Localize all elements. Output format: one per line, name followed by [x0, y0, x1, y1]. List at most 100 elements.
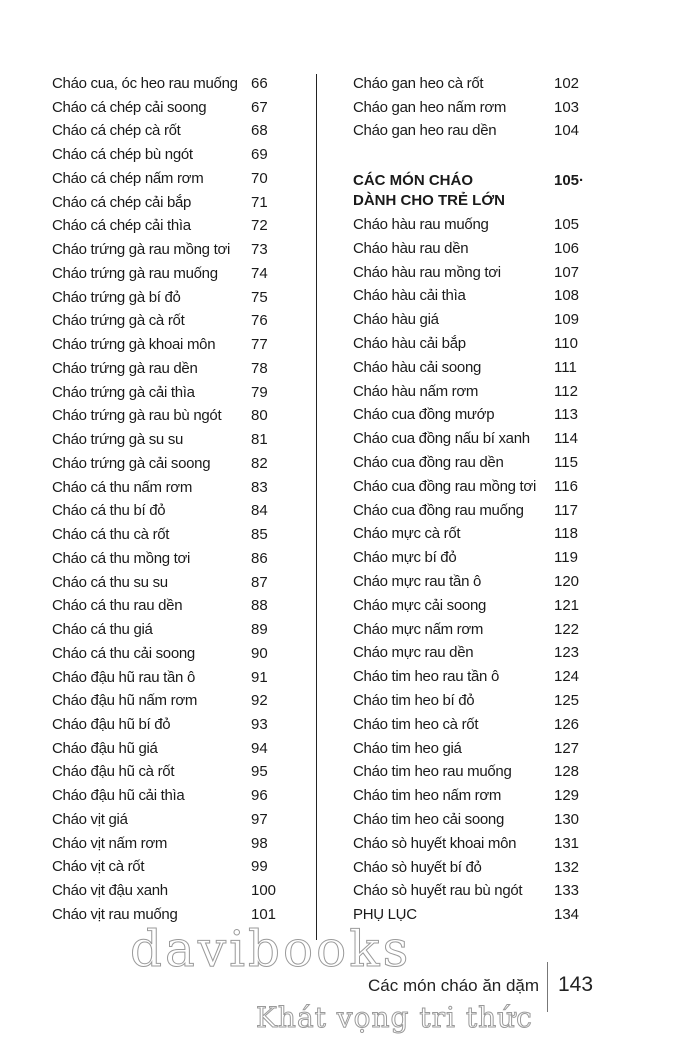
toc-entry-page: 125	[554, 692, 580, 709]
toc-entry-page: 114	[554, 430, 578, 448]
toc-entry-title: Cháo trứng gà cải thìa	[52, 383, 195, 401]
toc-entry-title: Cháo hàu rau mồng tơi	[353, 263, 501, 281]
toc-entry-title: Cháo đậu hũ bí đỏ	[52, 715, 171, 733]
toc-entry-page: 94	[251, 739, 268, 757]
toc-entry-page: 93	[251, 715, 268, 733]
toc-entry-title: PHỤ LỤC	[353, 906, 417, 924]
toc-entry-title: Cháo đậu hũ rau tần ô	[52, 668, 195, 686]
toc-entry-page: 107	[554, 263, 580, 281]
toc-entry-page: 117	[554, 501, 578, 519]
toc-entry-page: 121	[554, 596, 580, 614]
toc-entry-title: Cháo trứng gà bí đỏ	[52, 288, 181, 306]
toc-entry-page: 91	[251, 668, 268, 686]
toc-entry-page: 111	[554, 358, 577, 376]
toc-entry-title: Cháo vịt giá	[52, 810, 128, 828]
toc-entry-title: Cháo đậu hũ cà rốt	[52, 763, 175, 781]
toc-entry-title: Cháo hàu nấm rơm	[353, 382, 479, 400]
toc-entry-page: 133	[554, 882, 580, 900]
toc-entry-page: 84	[251, 502, 268, 520]
toc-entry-page: 66	[251, 75, 268, 92]
toc-entry-page: 129	[554, 787, 580, 805]
toc-entry-title: Cháo mực cải soong	[353, 596, 487, 614]
toc-entry-page: 123	[554, 644, 580, 662]
toc-entry-title: Cháo cua, óc heo rau muống	[52, 75, 238, 92]
toc-entry-title: Cháo mực rau tần ô	[353, 573, 482, 590]
toc-entry-page: 67	[251, 98, 268, 116]
toc-entry-page: 104	[554, 122, 580, 140]
toc-entry-title: Cháo gan heo rau dền	[353, 122, 497, 140]
watermark-slogan: Khát vọng tri thức	[256, 1001, 533, 1034]
footer-divider	[547, 962, 548, 1012]
toc-entry-page: 120	[554, 573, 580, 590]
toc-entry-page: 83	[251, 478, 268, 496]
toc-entry-title: Cháo cá thu mồng tơi	[52, 549, 191, 567]
toc-entry-page: 82	[251, 454, 268, 472]
toc-entry-title: Cháo cá chép cải bắp	[52, 193, 192, 211]
toc-entry-page: 118	[554, 525, 578, 543]
toc-entry-title: Cháo cá chép nấm rơm	[52, 169, 204, 187]
toc-entry-page: 126	[554, 715, 580, 733]
toc-entry-title: Cháo cá chép cà rốt	[52, 122, 181, 140]
toc-entry-title: Cháo cua đồng nấu bí xanh	[353, 430, 530, 448]
toc-entry-page: 96	[251, 787, 268, 805]
column-divider	[316, 74, 317, 940]
toc-entry-title: Cháo hàu cải thìa	[353, 287, 466, 305]
toc-entry-page: 109	[554, 311, 580, 329]
toc-entry-page: 80	[251, 407, 268, 425]
toc-entry-title: Cháo trứng gà rau muống	[52, 264, 218, 282]
toc-entry-title: Cháo tim heo cải soong	[353, 811, 504, 828]
toc-entry-page: 88	[251, 597, 268, 615]
toc-entry-page: 115	[554, 454, 578, 471]
watermark-logo: davibooks	[129, 920, 412, 978]
toc-entry-title: Cháo tim heo bí đỏ	[353, 692, 475, 709]
toc-entry-title: Cháo mực cà rốt	[353, 525, 461, 543]
toc-entry-title: Cháo cá thu giá	[52, 621, 153, 639]
toc-entry-title: Cháo trứng gà su su	[52, 431, 184, 449]
toc-entry-title: Cháo hàu giá	[353, 311, 439, 329]
toc-entry-page: 95	[251, 763, 268, 781]
toc-entry-page: 110	[554, 335, 578, 352]
toc-entry-page: 100	[251, 882, 277, 900]
toc-entry-title: Cháo hàu rau muống	[353, 216, 489, 233]
toc-entry-page: 99	[251, 858, 268, 876]
toc-entry-page: 73	[251, 241, 268, 259]
toc-entry-title: Cháo tim heo rau tần ô	[353, 668, 499, 686]
section-heading-page: 105·	[554, 172, 585, 189]
toc-entry-page: 69	[251, 146, 268, 164]
toc-entry-title: Cháo cá thu cà rốt	[52, 526, 170, 544]
toc-entry-page: 132	[554, 858, 580, 876]
toc-entry-title: Cháo cua đồng rau mồng tơi	[353, 477, 536, 495]
toc-entry-title: Cháo vịt rau muống	[52, 905, 178, 923]
toc-entry-title: Cháo gan heo nấm rơm	[353, 98, 507, 116]
toc-entry-page: 79	[251, 383, 268, 401]
running-footer-title: Các món cháo ăn dặm	[368, 976, 540, 995]
toc-entry-title: Cháo tim heo nấm rơm	[353, 787, 502, 805]
toc-entry-page: 119	[554, 549, 578, 567]
toc-entry-page: 122	[554, 620, 580, 638]
toc-entry-page: 113	[554, 406, 578, 424]
toc-entry-page: 81	[251, 431, 268, 449]
toc-entry-title: Cháo mực nấm rơm	[353, 620, 484, 638]
toc-entry-page: 97	[251, 810, 268, 828]
toc-entry-page: 71	[251, 193, 268, 211]
toc-entry-title: Cháo cá chép cải thìa	[52, 217, 191, 235]
toc-entry-title: Cháo mực rau dền	[353, 644, 474, 662]
toc-entry-page: 89	[251, 621, 268, 639]
toc-entry-page: 90	[251, 644, 268, 662]
toc-entry-page: 85	[251, 526, 268, 544]
toc-entry-title: Cháo trứng gà cà rốt	[52, 312, 185, 330]
toc-entry-title: Cháo cá thu su su	[52, 573, 168, 591]
page-number: 143	[558, 973, 594, 996]
toc-entry-title: Cháo trứng gà khoai môn	[52, 336, 216, 354]
toc-entry-page: 130	[554, 811, 580, 828]
toc-entry-page: 68	[251, 122, 268, 140]
toc-entry-page: 106	[554, 239, 580, 257]
toc-entry-page: 116	[554, 477, 578, 495]
toc-entry-title: Cháo cá thu cải soong	[52, 644, 195, 662]
toc-entry-title: Cháo cá thu bí đỏ	[52, 502, 166, 520]
toc-entry-page: 86	[251, 549, 268, 567]
toc-entry-page: 92	[251, 692, 268, 710]
toc-entry-page: 128	[554, 763, 580, 781]
toc-entry-title: Cháo đậu hũ cải thìa	[52, 787, 185, 805]
toc-entry-page: 76	[251, 312, 268, 330]
